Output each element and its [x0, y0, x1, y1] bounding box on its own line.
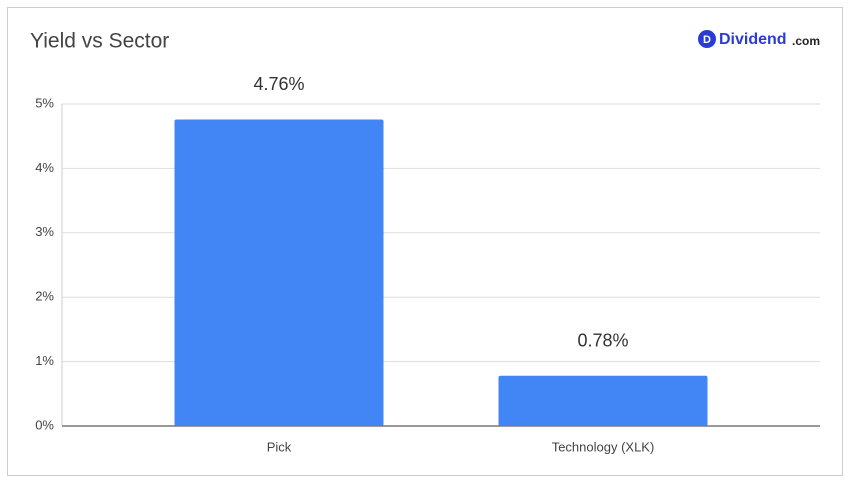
bar — [498, 375, 708, 426]
value-label: 4.76% — [253, 74, 304, 94]
logo-suffix: .com — [792, 34, 820, 48]
y-tick-label: 5% — [35, 95, 54, 110]
x-tick-label: Pick — [267, 439, 292, 454]
y-tick-label: 1% — [35, 353, 54, 368]
y-tick-label: 3% — [35, 224, 54, 239]
logo-name: Dividend — [719, 31, 787, 48]
x-tick-label: Technology (XLK) — [552, 439, 655, 454]
value-label: 0.78% — [577, 331, 628, 351]
y-tick-label: 2% — [35, 289, 54, 304]
logo[interactable]: D Dividend .com — [698, 30, 820, 48]
bar — [174, 119, 384, 427]
logo-badge — [698, 30, 716, 48]
y-tick-label: 4% — [35, 160, 54, 175]
y-tick-label: 0% — [35, 417, 54, 432]
chart-frame — [7, 7, 843, 476]
chart-title: Yield vs Sector — [30, 30, 169, 53]
logo-icon: D — [703, 34, 711, 46]
